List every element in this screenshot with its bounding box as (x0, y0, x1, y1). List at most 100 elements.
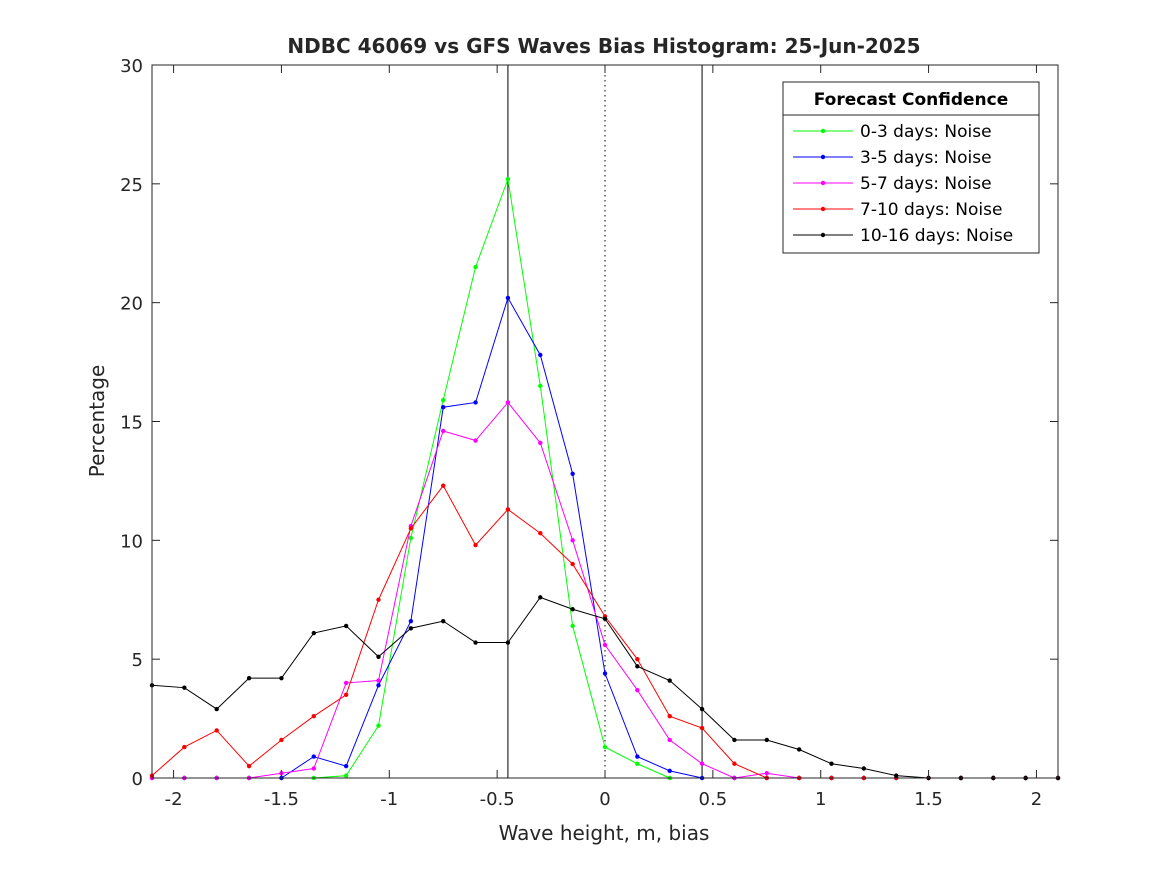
data-point (473, 438, 478, 443)
data-point (408, 618, 414, 624)
data-point (699, 761, 705, 766)
data-point (343, 680, 349, 686)
data-point (570, 607, 575, 612)
x-tick-label: 1 (815, 789, 826, 810)
data-point (408, 526, 414, 531)
legend-label: 0-3 days: Noise (860, 122, 992, 142)
data-point (505, 507, 511, 512)
data-point (699, 725, 705, 731)
data-point (473, 640, 478, 645)
x-tick-label: -1.5 (264, 789, 299, 810)
legend-item: 5-7 days: Noise (793, 174, 992, 194)
data-point (538, 383, 543, 389)
data-point (538, 595, 543, 600)
legend-marker (820, 180, 826, 186)
legend-box (782, 81, 1040, 254)
data-point (894, 773, 899, 778)
x-axis-label: Wave height, m, bias (499, 821, 710, 845)
x-tick-label: 1.5 (914, 789, 943, 810)
y-tick-label: 10 (120, 531, 143, 552)
data-point (635, 664, 640, 669)
data-point (764, 737, 769, 743)
data-point (732, 737, 737, 743)
data-point (343, 692, 349, 698)
data-point (343, 763, 349, 769)
x-tick-label: -1 (380, 789, 398, 810)
data-point (441, 397, 446, 403)
y-tick-label: 30 (120, 56, 143, 77)
data-point (764, 771, 769, 776)
data-point (311, 766, 316, 771)
data-point (635, 754, 640, 759)
data-point (246, 763, 252, 769)
data-point (376, 654, 381, 659)
legend-item: 0-3 days: Noise (793, 122, 992, 142)
data-point (602, 744, 608, 750)
data-point (279, 675, 284, 681)
legend: Forecast Confidence 0-3 days: Noise 3-5 da… (782, 81, 1040, 254)
y-tick-label: 0 (132, 769, 143, 790)
legend-item: 7-10 days: Noise (793, 200, 1002, 220)
data-point (861, 766, 867, 771)
y-axis-label: Percentage (85, 365, 109, 478)
data-point (214, 728, 219, 733)
data-point (505, 640, 511, 645)
x-tick-label: -0.5 (480, 789, 515, 810)
legend-marker (820, 232, 826, 238)
data-point (311, 754, 316, 759)
data-point (602, 671, 608, 676)
legend-label: 3-5 days: Noise (860, 148, 992, 168)
data-point (343, 623, 349, 629)
data-point (214, 706, 219, 712)
data-point (441, 618, 446, 624)
chart-title: NDBC 46069 vs GFS Waves Bias Histogram: … (287, 34, 920, 58)
data-point (408, 626, 414, 631)
data-point (279, 737, 284, 743)
data-point (732, 761, 737, 766)
data-point (473, 542, 478, 548)
data-point (570, 471, 575, 476)
data-point (343, 773, 349, 778)
data-point (376, 723, 381, 728)
legend-item: 10-16 days: Noise (793, 226, 1013, 246)
data-point (635, 761, 640, 766)
data-point (796, 747, 802, 752)
x-tick-label: 2 (1031, 789, 1042, 810)
data-point (441, 483, 446, 488)
y-tick-label: 20 (120, 294, 143, 315)
data-point (441, 428, 446, 434)
data-point (376, 678, 381, 683)
data-point (408, 535, 414, 541)
legend-marker (820, 128, 826, 134)
data-point (505, 176, 511, 182)
data-point (182, 685, 187, 690)
series-4 (149, 595, 1061, 781)
legend-marker (820, 154, 826, 160)
data-point (635, 687, 640, 693)
data-point (505, 400, 511, 405)
data-point (699, 706, 705, 712)
data-point (311, 714, 316, 719)
data-point (570, 561, 575, 567)
x-tick-label: 0 (599, 789, 610, 810)
data-point (441, 405, 446, 410)
data-point (473, 264, 478, 270)
legend-title: Forecast Confidence (814, 90, 1009, 110)
y-tick-label: 5 (132, 650, 143, 671)
data-point (667, 768, 672, 774)
data-point (570, 538, 575, 543)
legend-marker (820, 206, 826, 212)
y-tick-label: 15 (120, 413, 143, 434)
legend-label: 7-10 days: Noise (860, 200, 1002, 220)
data-point (667, 714, 672, 719)
data-point (829, 761, 834, 766)
data-point (667, 737, 672, 743)
data-point (538, 352, 543, 358)
legend-label: 10-16 days: Noise (860, 226, 1013, 246)
data-point (376, 597, 381, 602)
data-point (538, 531, 543, 536)
y-tick-label: 25 (120, 175, 143, 196)
data-point (602, 642, 608, 648)
